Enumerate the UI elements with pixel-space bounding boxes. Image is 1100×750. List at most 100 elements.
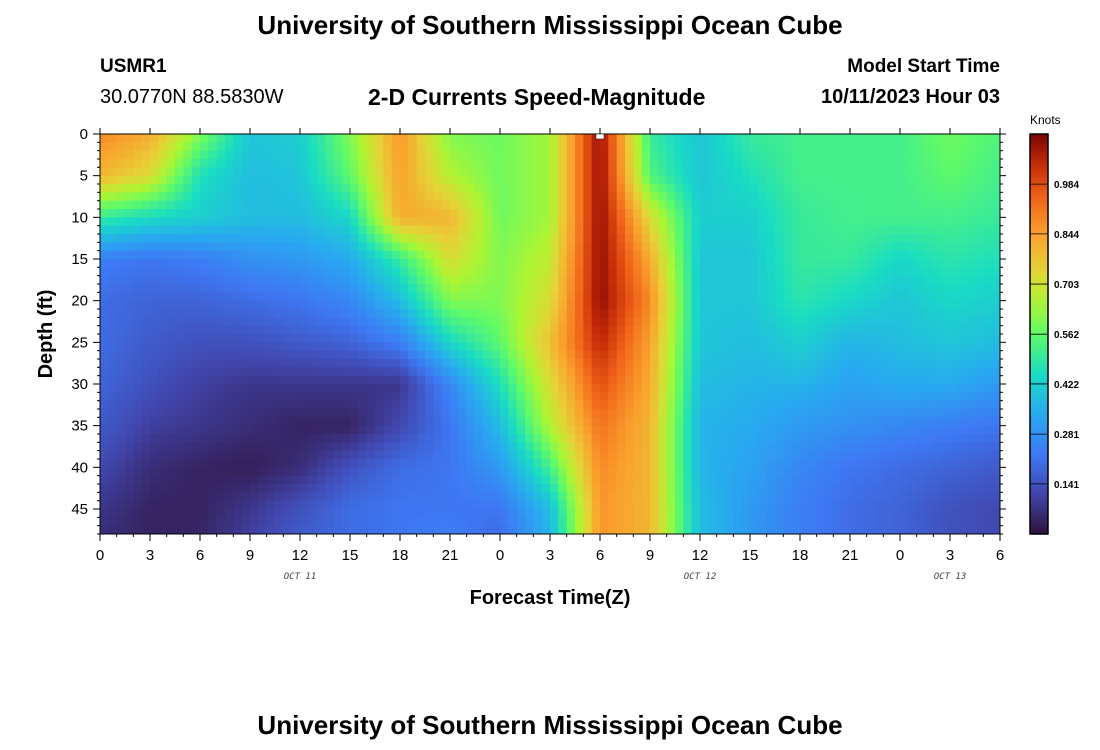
heat-cell <box>683 375 693 385</box>
heat-cell <box>958 200 968 210</box>
heat-cell <box>508 459 518 468</box>
heat-cell <box>475 209 484 218</box>
heat-cell <box>883 259 893 268</box>
heat-cell <box>341 300 351 310</box>
heat-cell <box>491 434 501 443</box>
heat-cell <box>233 134 243 143</box>
heat-cell <box>708 434 718 443</box>
heat-cell <box>308 234 318 243</box>
heat-cell <box>383 459 393 468</box>
heat-cell <box>766 509 776 518</box>
heat-cell <box>300 225 309 235</box>
heat-cell <box>816 409 826 418</box>
heat-cell <box>791 234 801 243</box>
heat-cell <box>541 434 551 443</box>
heat-cell <box>716 309 726 318</box>
heat-cell <box>883 284 893 293</box>
heat-cell <box>541 492 551 502</box>
heat-cell <box>333 384 343 393</box>
heat-cell <box>683 242 693 252</box>
heat-cell <box>441 492 451 502</box>
heat-cell <box>616 134 626 143</box>
heat-cell <box>983 342 993 352</box>
heat-cell <box>316 350 326 360</box>
heat-cell <box>500 134 509 143</box>
heat-cell <box>116 267 126 277</box>
heat-cell <box>675 392 684 402</box>
heat-cell <box>566 500 576 510</box>
heat-cell <box>466 175 476 185</box>
heat-cell <box>433 459 443 468</box>
heat-cell <box>300 334 309 343</box>
heat-cell <box>950 450 959 460</box>
heat-cell <box>900 209 909 218</box>
heat-cell <box>800 417 809 427</box>
heat-cell <box>600 317 609 327</box>
heat-cell <box>200 267 209 277</box>
heat-cell <box>150 317 159 327</box>
heat-cell <box>491 175 501 185</box>
heat-cell <box>575 367 584 377</box>
heat-cell <box>933 425 943 435</box>
heat-cell <box>741 159 751 168</box>
heat-cell <box>441 209 451 218</box>
heat-cell <box>516 450 526 460</box>
heat-cell <box>166 384 176 393</box>
heat-cell <box>441 167 451 177</box>
heat-cell <box>716 417 726 427</box>
heat-cell <box>841 375 851 385</box>
heat-cell <box>575 200 584 210</box>
heat-cell <box>433 334 443 343</box>
heat-cell <box>933 484 943 493</box>
heat-cell <box>375 309 384 318</box>
heat-cell <box>958 284 968 293</box>
heat-cell <box>941 509 951 518</box>
heat-cell <box>425 434 434 443</box>
heat-cell <box>791 309 801 318</box>
heat-cell <box>733 250 743 260</box>
heat-cell <box>908 242 918 252</box>
heat-cell <box>908 375 918 385</box>
heat-cell <box>566 209 576 218</box>
heat-cell <box>600 417 609 427</box>
heat-cell <box>616 225 626 235</box>
heat-cell <box>266 442 276 452</box>
heat-cell <box>333 409 343 418</box>
heat-cell <box>916 159 926 168</box>
heat-cell <box>691 459 701 468</box>
heat-cell <box>708 142 718 152</box>
heat-cell <box>966 334 976 343</box>
heat-cell <box>241 334 251 343</box>
heat-cell <box>400 350 409 360</box>
heat-cell <box>325 234 334 243</box>
heat-cell <box>491 492 501 502</box>
heat-cell <box>350 217 359 227</box>
heat-cell <box>716 509 726 518</box>
heat-cell <box>775 475 784 485</box>
heat-cell <box>816 492 826 502</box>
heat-cell <box>175 309 184 318</box>
heat-cell <box>450 134 459 143</box>
heat-cell <box>391 142 401 152</box>
heat-cell <box>200 259 209 268</box>
heat-cell <box>450 300 459 310</box>
heat-cell <box>766 134 776 143</box>
heat-cell <box>366 167 376 177</box>
heat-cell <box>225 467 234 477</box>
heat-cell <box>675 500 684 510</box>
heat-cell <box>416 192 426 202</box>
heat-cell <box>191 425 201 435</box>
heat-cell <box>533 475 543 485</box>
heat-cell <box>133 350 143 360</box>
heat-cell <box>766 334 776 343</box>
heat-cell <box>241 384 251 393</box>
heat-cell <box>166 517 176 527</box>
heat-cell <box>383 134 393 143</box>
heat-cell <box>333 184 343 193</box>
heat-cell <box>191 359 201 368</box>
heat-cell <box>816 309 826 318</box>
heat-cell <box>500 384 509 393</box>
heat-cell <box>666 492 676 502</box>
heat-cell <box>783 250 793 260</box>
heat-cell <box>625 317 634 327</box>
